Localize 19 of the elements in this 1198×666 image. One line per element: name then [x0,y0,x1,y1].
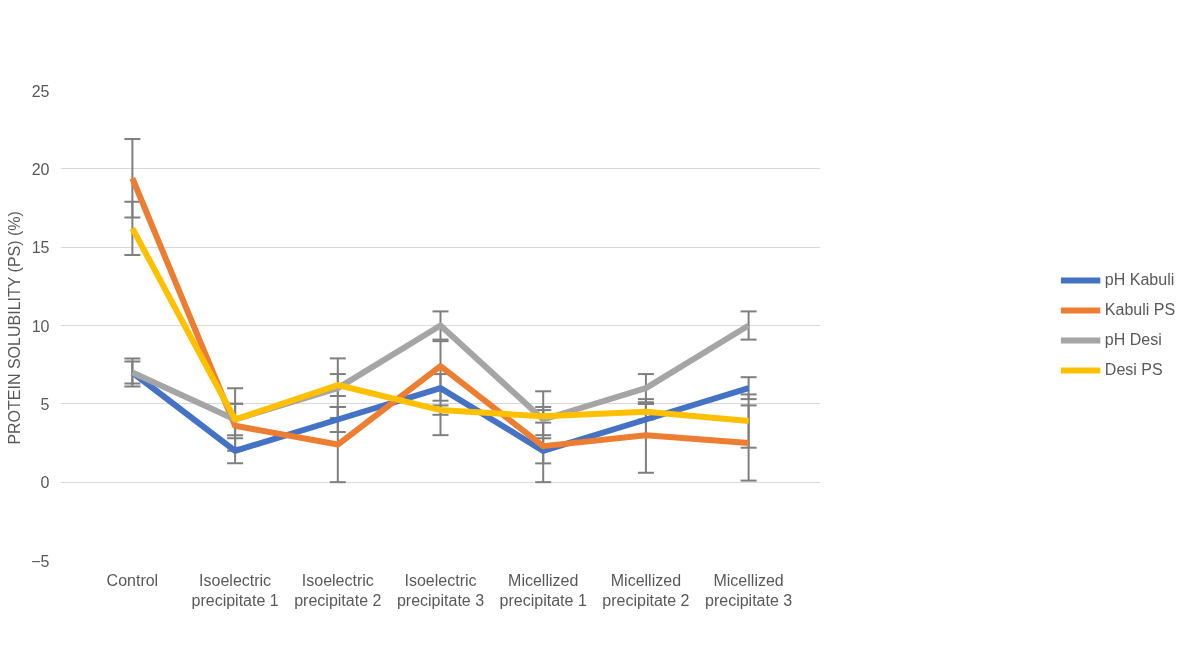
y-tick-label: −5 [31,552,50,570]
x-tick-label: Micellized precipitate 3 [705,571,793,609]
y-tick-label: 15 [31,239,50,257]
y-axis-title: PROTEIN SOLUBILITY (PS) (%) [6,211,24,445]
x-tick-label: Control [106,571,159,589]
legend-label: Kabuli PS [1104,301,1176,319]
x-tick-label: Isoelectric precipitate 3 [396,571,485,609]
x-tick-label: Isoelectric precipitate 2 [294,571,382,609]
x-tick-label: Micellized precipitate 2 [602,571,690,609]
y-tick-label: 5 [40,395,50,413]
y-tick-label: 25 [31,82,50,100]
legend-label: pH Kabuli [1104,271,1175,289]
y-tick-label: 20 [31,160,50,178]
x-tick-label: Micellized precipitate 1 [499,571,587,609]
y-tick-label: 10 [31,317,50,335]
legend-label: Desi PS [1104,361,1163,379]
y-tick-label: 0 [40,474,50,492]
x-tick-label: Isoelectric precipitate 1 [191,571,279,609]
legend-label: pH Desi [1104,331,1162,349]
